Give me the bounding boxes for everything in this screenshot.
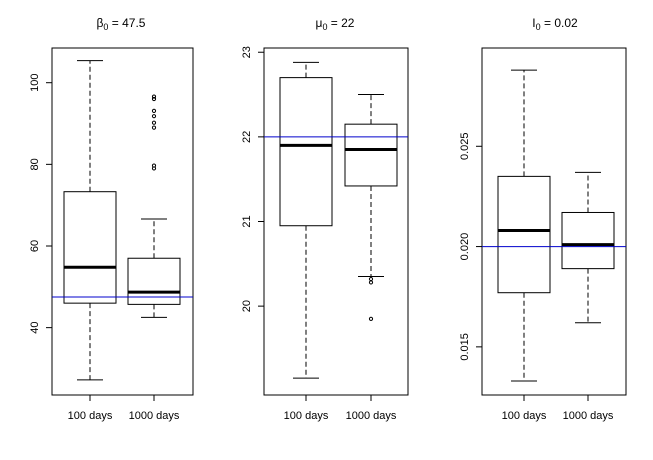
outlier-point [151,125,157,130]
y-tick-label: 60 [29,240,41,252]
chart-panel-3: I0 = 0.02 0.015 0.020 0.025 100 days 1000 day… [459,16,627,422]
interquartile-box [561,211,615,270]
box-1000-days [344,94,398,321]
outlier-point [151,94,157,99]
y-tick-label: 0.025 [459,133,471,161]
interquartile-box [344,123,398,187]
box-1000-days [127,94,181,318]
x-tick-label: 1000 days [563,410,614,422]
plot-frame [51,47,194,396]
x-tick-label: 100 days [68,410,113,422]
y-tick-label: 21 [241,215,253,227]
box-100-days [63,60,117,381]
y-tick-label: 23 [241,46,253,58]
outlier-point [368,316,374,321]
outlier-point [368,276,374,282]
chart-title: μ0 = 22 [316,16,355,32]
box-100-days [497,69,551,382]
x-tick-label: 1000 days [346,410,397,422]
x-tick-label: 100 days [284,410,329,422]
outlier-point [151,120,157,125]
y-tick-label: 80 [29,158,41,170]
y-tick-label: 0.015 [459,333,471,361]
interquartile-box [279,77,333,227]
x-tick-label: 100 days [502,410,547,422]
y-tick-label: 22 [241,131,253,143]
outlier-point [151,163,157,168]
chart-panel-1: β0 = 47.5 40 60 80 100 100 days 1000 days [29,16,194,422]
box-1000-days [561,171,615,324]
y-tick-label: 40 [29,322,41,334]
interquartile-box [63,191,117,304]
y-tick-label: 0.020 [459,233,471,261]
y-tick-label: 20 [241,300,253,312]
chart-panel-2: μ0 = 22 20 21 22 23 100 days 1000 days [241,16,409,422]
plot-frame [481,47,627,396]
box-100-days [279,61,333,379]
outlier-point [151,114,157,119]
outlier-point [151,96,157,102]
x-tick-label: 1000 days [129,410,180,422]
chart-title: β0 = 47.5 [97,16,146,32]
y-tick-label: 100 [29,74,41,92]
outlier-point [368,280,374,285]
chart-title: I0 = 0.02 [532,16,578,32]
interquartile-box [497,175,551,294]
outlier-point [151,108,157,113]
